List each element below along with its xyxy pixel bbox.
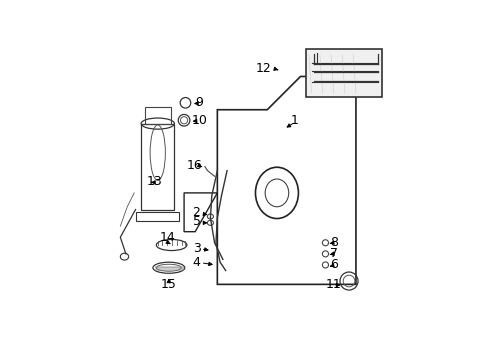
Text: 11: 11	[325, 278, 341, 291]
Text: 14: 14	[159, 231, 175, 244]
Text: 7: 7	[329, 247, 337, 260]
Text: 15: 15	[161, 278, 177, 291]
Text: 16: 16	[186, 159, 202, 172]
Text: 13: 13	[147, 175, 163, 188]
Text: 5: 5	[192, 216, 200, 229]
Text: 9: 9	[195, 96, 203, 109]
Text: 10: 10	[191, 114, 207, 127]
Text: 8: 8	[329, 236, 337, 249]
Text: 6: 6	[329, 258, 337, 271]
Text: 4: 4	[192, 256, 200, 269]
Text: 1: 1	[290, 114, 298, 127]
Text: 3: 3	[192, 242, 200, 255]
Bar	[141, 123, 174, 210]
Bar	[135, 212, 178, 221]
Bar	[144, 107, 170, 123]
Text: 12: 12	[256, 62, 271, 75]
Bar	[305, 49, 382, 97]
Text: 2: 2	[192, 206, 200, 219]
